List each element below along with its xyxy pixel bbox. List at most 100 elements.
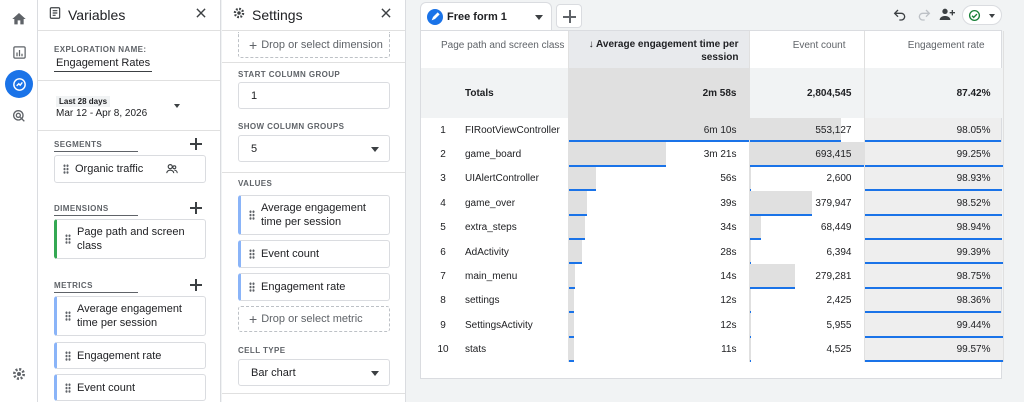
header-event-count[interactable]: Event count — [749, 31, 865, 68]
row-name: main_menu — [465, 271, 518, 283]
row-events-value: 279,281 — [815, 271, 852, 283]
row-dimension-cell[interactable]: 10 stats — [421, 337, 569, 362]
metric-card-event-count[interactable]: Event count — [54, 374, 206, 401]
row-dimension-cell[interactable]: 8 settings — [421, 288, 569, 314]
bar-line — [749, 237, 761, 240]
table-row[interactable]: 5 extra_steps 34s 68,449 98.94% — [421, 215, 1004, 240]
row-dimension-cell[interactable]: 4 game_over — [421, 191, 569, 216]
row-rate-value: 99.44% — [956, 319, 991, 331]
header-engagement-rate[interactable]: Engagement rate — [864, 31, 1004, 68]
row-rate-value: 98.52% — [956, 197, 991, 209]
tab-free-form-1[interactable]: Free form 1 — [420, 2, 552, 30]
row-index: 1 — [440, 124, 446, 136]
row-dimension-cell[interactable]: 1 FIRootViewController — [421, 118, 569, 143]
table-row[interactable]: 7 main_menu 14s 279,281 98.75% — [421, 264, 1004, 289]
dimension-card-page-path[interactable]: Page path and screen class — [54, 219, 206, 259]
row-rate-value: 98.36% — [956, 295, 991, 307]
table-row[interactable]: 4 game_over 39s 379,947 98.52% — [421, 191, 1004, 216]
gear-icon[interactable] — [5, 360, 33, 388]
row-name: stats — [465, 344, 487, 356]
row-dimension-cell[interactable]: 5 extra_steps — [421, 215, 569, 240]
row-dimension-cell[interactable]: 2 game_board — [421, 142, 569, 167]
row-time-value: 14s — [720, 271, 737, 283]
header-avg-engagement-time[interactable]: ↓ Average engagement time per session — [568, 31, 750, 68]
row-dimension-cell[interactable]: 3 UIAlertController — [421, 166, 569, 192]
bar-line — [864, 311, 1002, 314]
segment-card-organic[interactable]: Organic traffic — [54, 155, 206, 183]
date-range-label: Last 28 days — [56, 96, 111, 107]
exploration-name-label: EXPLORATION NAME: — [54, 45, 147, 54]
bar-fill — [568, 166, 596, 192]
table-row[interactable]: 2 game_board 3m 21s 693,415 99.25% — [421, 142, 1004, 167]
table-row[interactable]: 6 AdActivity 28s 6,394 99.39% — [421, 239, 1004, 265]
status-check-button[interactable] — [962, 5, 1002, 25]
value-card-avg-engagement[interactable]: Average engagement time per session — [238, 195, 390, 235]
row-dimension-cell[interactable]: 6 AdActivity — [421, 239, 569, 265]
row-time-value: 39s — [720, 197, 737, 209]
row-index: 9 — [440, 319, 446, 331]
add-dimension-icon[interactable] — [190, 202, 202, 214]
cell-type-select[interactable]: Bar chart — [238, 359, 390, 386]
metric-card-engagement-rate[interactable]: Engagement rate — [54, 342, 206, 369]
divider — [38, 80, 220, 81]
row-rate-value: 99.57% — [956, 344, 991, 356]
drag-handle-icon[interactable] — [249, 249, 255, 259]
bar-fill — [749, 191, 812, 216]
add-segment-icon[interactable] — [190, 138, 202, 150]
bar-fill — [568, 337, 574, 362]
bar-fill — [749, 142, 864, 167]
row-rate-value: 98.05% — [956, 124, 991, 136]
row-time-cell: 6m 10s — [568, 118, 750, 143]
bar-line — [568, 213, 588, 216]
drag-handle-icon[interactable] — [65, 311, 71, 321]
gear-icon — [232, 6, 246, 23]
tab-menu-caret-icon[interactable] — [535, 15, 543, 20]
drag-handle-icon[interactable] — [63, 164, 69, 174]
date-range-caret-icon[interactable] — [174, 104, 180, 108]
bar-line — [568, 335, 575, 338]
row-rate-cell: 99.25% — [864, 142, 1004, 167]
divider — [38, 130, 220, 131]
advertising-icon[interactable] — [5, 102, 33, 130]
table-row[interactable]: 3 UIAlertController 56s 2,600 98.93% — [421, 166, 1004, 192]
bar-fill — [864, 118, 1001, 143]
explore-icon[interactable] — [5, 70, 33, 98]
bar-line — [568, 359, 574, 362]
row-time-cell: 56s — [568, 166, 750, 192]
drag-handle-icon[interactable] — [249, 210, 255, 220]
redo-icon[interactable] — [916, 6, 932, 22]
drag-handle-icon[interactable] — [65, 350, 71, 361]
date-range-value[interactable]: Mar 12 - Apr 8, 2026 — [56, 108, 148, 119]
share-user-icon[interactable] — [938, 6, 956, 22]
table-row[interactable]: 9 SettingsActivity 12s 5,955 99.44% — [421, 313, 1004, 338]
show-column-groups-select[interactable]: 5 — [238, 135, 390, 162]
home-icon[interactable] — [5, 5, 33, 33]
close-settings-icon[interactable] — [379, 6, 395, 22]
table-row[interactable]: 1 FIRootViewController 6m 10s 553,127 98.05% — [421, 118, 1004, 143]
close-variables-icon[interactable] — [194, 6, 210, 22]
table-row[interactable]: 10 stats 11s 4,525 99.57% — [421, 337, 1004, 362]
metric-card-avg-engagement[interactable]: Average engagement time per session — [54, 296, 206, 336]
drag-handle-icon[interactable] — [65, 234, 71, 244]
exploration-name-input[interactable]: Engagement Rates — [54, 56, 153, 72]
start-column-group-input[interactable]: 1 — [238, 82, 390, 109]
data-table: Page path and screen class ↓ Average eng… — [421, 31, 1004, 362]
row-dimension-cell[interactable]: 9 SettingsActivity — [421, 313, 569, 338]
table-row[interactable]: 8 settings 12s 2,425 98.36% — [421, 288, 1004, 314]
drag-handle-icon[interactable] — [249, 282, 255, 292]
drag-handle-icon[interactable] — [65, 382, 71, 393]
row-events-cell: 2,425 — [749, 288, 865, 314]
drop-metric-target[interactable]: + Drop or select metric — [238, 306, 390, 332]
add-metric-icon[interactable] — [190, 279, 202, 291]
add-tab-button[interactable] — [556, 4, 582, 28]
drop-dimension-target[interactable]: + Drop or select dimension — [238, 32, 390, 58]
row-dimension-cell[interactable]: 7 main_menu — [421, 264, 569, 289]
header-page-path[interactable]: Page path and screen class — [421, 31, 569, 68]
bar-fill — [568, 239, 583, 265]
value-card-event-count[interactable]: Event count — [238, 240, 390, 268]
chevron-down-icon — [371, 371, 379, 376]
reports-icon[interactable] — [5, 38, 33, 66]
undo-icon[interactable] — [892, 6, 908, 22]
chevron-down-icon — [371, 147, 379, 152]
value-card-engagement-rate[interactable]: Engagement rate — [238, 273, 390, 301]
